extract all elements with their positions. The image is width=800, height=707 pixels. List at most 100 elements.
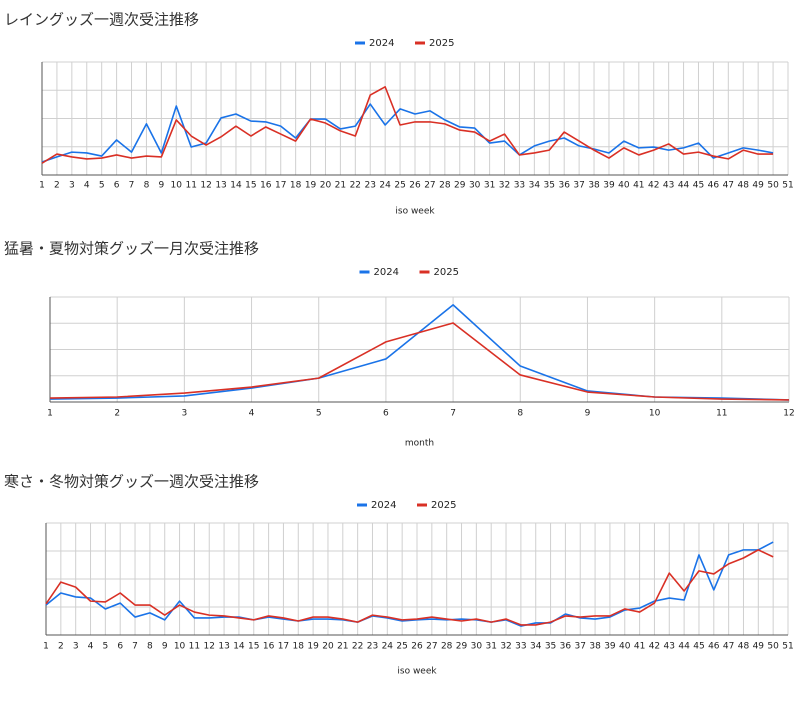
x-tick-label: 42: [649, 642, 660, 652]
chart-title: 寒さ・冬物対策グッズ一週次受注推移: [4, 473, 259, 491]
x-tick-label: 25: [394, 181, 405, 191]
x-tick-label: 1: [43, 642, 49, 652]
x-tick-label: 8: [147, 642, 153, 652]
x-tick-label: 47: [723, 642, 734, 652]
x-tick-label: 39: [603, 181, 615, 191]
x-tick-label: 4: [249, 409, 255, 419]
x-tick-label: 24: [382, 642, 394, 652]
x-tick-label: 38: [589, 642, 601, 652]
series-line: [49, 322, 790, 401]
x-tick-label: 31: [485, 642, 496, 652]
x-tick-label: 21: [335, 181, 346, 191]
x-tick-label: 7: [450, 409, 456, 419]
x-tick-label: 20: [320, 181, 332, 191]
legend-label: 2025: [431, 500, 456, 511]
x-tick-label: 33: [515, 642, 526, 652]
x-tick-label: 10: [174, 642, 186, 652]
x-tick-label: 32: [499, 181, 510, 191]
x-tick-label: 5: [99, 181, 105, 191]
x-tick-label: 5: [102, 642, 108, 652]
x-tick-label: 33: [514, 181, 525, 191]
x-tick-label: 39: [604, 642, 616, 652]
x-tick-label: 32: [500, 642, 511, 652]
x-tick-label: 9: [162, 642, 168, 652]
x-tick-label: 20: [322, 642, 334, 652]
x-tick-label: 17: [278, 642, 289, 652]
x-tick-label: 46: [708, 642, 720, 652]
x-tick-label: 4: [88, 642, 94, 652]
x-tick-label: 13: [218, 642, 229, 652]
x-tick-label: 7: [132, 642, 138, 652]
x-tick-label: 11: [189, 642, 200, 652]
x-tick-label: 1: [47, 409, 53, 419]
x-tick-label: 38: [588, 181, 600, 191]
x-tick-label: 35: [545, 642, 556, 652]
series-line: [41, 103, 774, 163]
x-tick-label: 30: [471, 642, 483, 652]
x-tick-label: 4: [84, 181, 90, 191]
x-tick-label: 49: [753, 642, 765, 652]
x-tick-label: 50: [767, 642, 779, 652]
x-tick-label: 11: [716, 409, 727, 419]
x-tick-label: 34: [530, 642, 542, 652]
x-tick-label: 3: [69, 181, 75, 191]
x-tick-label: 23: [367, 642, 378, 652]
x-tick-label: 7: [129, 181, 135, 191]
x-tick-label: 26: [411, 642, 423, 652]
x-tick-label: 13: [215, 181, 226, 191]
chart-title: レイングッズ一週次受注推移: [4, 11, 199, 29]
x-tick-label: 24: [379, 181, 391, 191]
x-tick-label: 36: [560, 642, 572, 652]
legend-label: 2025: [434, 267, 459, 278]
legend-label: 2024: [374, 267, 399, 278]
x-tick-label: 17: [275, 181, 286, 191]
x-tick-label: 27: [424, 181, 435, 191]
x-tick-label: 3: [181, 409, 187, 419]
x-tick-label: 49: [752, 181, 764, 191]
x-tick-label: 45: [693, 181, 704, 191]
x-tick-label: 35: [544, 181, 555, 191]
x-tick-label: 1: [39, 181, 45, 191]
x-tick-label: 44: [678, 642, 690, 652]
x-tick-label: 40: [618, 181, 630, 191]
x-tick-label: 10: [171, 181, 183, 191]
x-tick-label: 16: [260, 181, 272, 191]
x-tick-label: 19: [305, 181, 317, 191]
x-tick-label: 22: [352, 642, 363, 652]
x-tick-label: 3: [73, 642, 79, 652]
x-tick-label: 51: [782, 181, 793, 191]
x-tick-label: 21: [337, 642, 348, 652]
x-tick-label: 29: [454, 181, 466, 191]
x-tick-label: 14: [230, 181, 242, 191]
x-tick-label: 30: [469, 181, 481, 191]
x-tick-label: 26: [409, 181, 421, 191]
x-tick-label: 6: [117, 642, 123, 652]
chart-title: 猛暑・夏物対策グッズ一月次受注推移: [4, 240, 259, 258]
x-tick-label: 2: [114, 409, 120, 419]
x-tick-label: 31: [484, 181, 495, 191]
x-tick-label: 41: [634, 642, 645, 652]
x-tick-label: 10: [649, 409, 661, 419]
x-tick-label: 15: [248, 642, 259, 652]
x-tick-label: 28: [441, 642, 453, 652]
x-tick-label: 37: [573, 181, 584, 191]
series-line: [45, 549, 774, 626]
x-tick-label: 11: [185, 181, 196, 191]
x-tick-label: 48: [738, 642, 750, 652]
x-tick-label: 51: [782, 642, 793, 652]
x-axis-label: iso week: [395, 207, 435, 217]
x-tick-label: 8: [144, 181, 150, 191]
x-tick-label: 45: [693, 642, 704, 652]
x-tick-label: 43: [664, 642, 675, 652]
series-line: [41, 86, 774, 164]
x-tick-label: 23: [365, 181, 376, 191]
legend-label: 2024: [371, 500, 396, 511]
x-tick-label: 12: [204, 642, 215, 652]
x-tick-label: 36: [558, 181, 570, 191]
x-tick-label: 6: [383, 409, 389, 419]
x-tick-label: 29: [456, 642, 468, 652]
x-tick-label: 9: [158, 181, 164, 191]
